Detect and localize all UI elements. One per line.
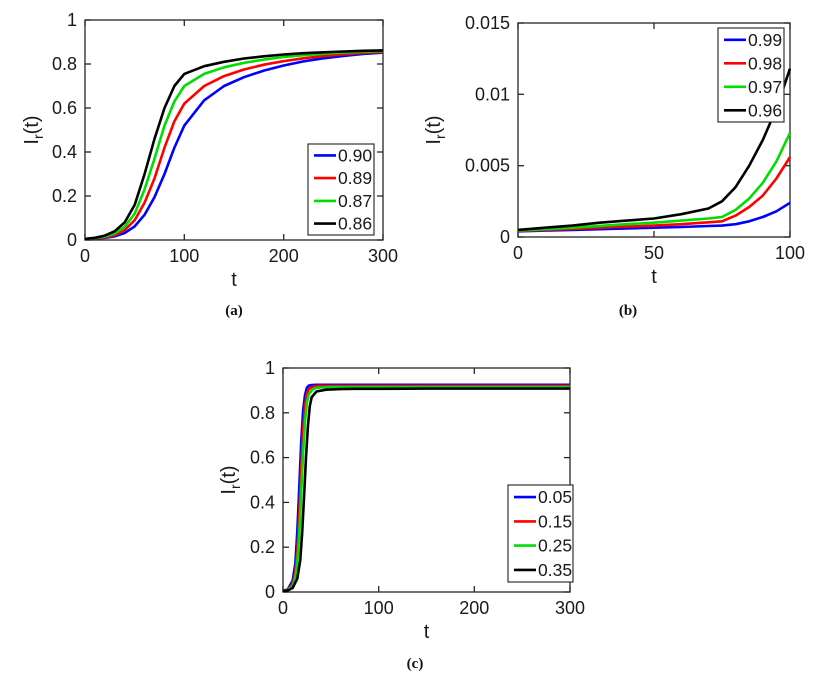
chart-b: 0 50 10000.0050.010.015tIr(t)0.990.980.970…: [423, 13, 805, 288]
y-tick-label: 0.8: [52, 54, 77, 74]
series-line-0.97: [517, 132, 791, 232]
legend-label: 0.99: [748, 30, 782, 50]
series-line-0.86: [84, 49, 384, 241]
y-tick-label: 0.6: [250, 448, 275, 468]
chart-c: 0 100 200 30000.20.40.60.81tIr(t)0.050.150.…: [218, 358, 585, 643]
y-tick-label: 0.2: [250, 537, 275, 557]
y-tick-label: 0.4: [52, 142, 77, 162]
legend-label: 0.15: [538, 511, 572, 531]
caption-b: (b): [618, 303, 638, 319]
legend-label: 0.98: [748, 53, 782, 73]
plot-box: [84, 19, 384, 241]
y-tick-label: 0.015: [465, 13, 510, 33]
legend-box: [307, 143, 375, 236]
x-axis-label: t: [651, 266, 657, 288]
y-tick-label: 1: [67, 10, 77, 30]
legend: 0.99 0.98 0.97 0.96: [717, 27, 785, 123]
legend-label: 0.96: [748, 100, 782, 120]
series-line-0.96: [517, 68, 791, 232]
legend-label: 0.35: [538, 560, 572, 580]
legend: 0.05 0.15 0.25 0.35: [507, 484, 574, 583]
x-tick-label: 100: [364, 598, 394, 618]
x-tick-label: 300: [368, 246, 398, 266]
subplot-a: 0 100 200 300 0 0.2 0.4 0.6 0.8 1 t Ir(t) 0.90 0.89 0.…: [0, 0, 419, 330]
x-tick-label: 200: [269, 246, 299, 266]
y-tick-label: 0: [67, 230, 77, 250]
series-line-0.25: [282, 385, 570, 593]
x-tick-label: 200: [459, 598, 489, 618]
legend-label: 0.25: [538, 536, 572, 556]
series-group: [84, 49, 384, 241]
y-axis-label: Ir(t): [423, 115, 448, 144]
subplot-b: 0 50 100 0 0.005 0.01 0.015 t Ir(t) 0.99 0.98 0.97 0…: [419, 0, 838, 330]
caption-c: (c): [406, 656, 424, 672]
y-tick-label: 0.005: [465, 156, 510, 176]
y-tick-label: 0: [265, 582, 275, 602]
legend-box: [507, 484, 574, 583]
y-tick-label: 0.2: [52, 186, 77, 206]
y-tick-label: 0.01: [475, 84, 510, 104]
caption-a: (a): [225, 303, 243, 319]
legend-label: 0.97: [748, 77, 782, 97]
series-line-0.90: [84, 51, 384, 241]
x-tick-label: 50: [644, 243, 664, 263]
series-group: [517, 68, 791, 233]
y-tick-label: 0.4: [250, 492, 275, 512]
series-group: [282, 383, 570, 593]
y-tick-label: 0.6: [52, 98, 77, 118]
x-tick-label: 100: [775, 243, 805, 263]
legend-label: 0.89: [338, 168, 372, 188]
y-axis-label: Ir(t): [21, 115, 46, 144]
chart-a: 0 100 200 30000.20.40.60.81tIr(t)0.900.890.…: [21, 10, 398, 291]
x-tick-label: 0: [80, 246, 90, 266]
series-line-0.89: [84, 50, 384, 241]
legend-label: 0.90: [338, 145, 372, 165]
series-line-0.98: [517, 156, 791, 233]
x-tick-label: 0: [278, 598, 288, 618]
series-line-0.87: [84, 49, 384, 241]
y-tick-label: 1: [265, 358, 275, 378]
legend-label: 0.87: [338, 191, 372, 211]
x-tick-label: 0: [513, 243, 523, 263]
legend-label: 0.86: [338, 214, 372, 234]
legend-label: 0.05: [538, 487, 572, 507]
x-tick-label: 100: [169, 246, 199, 266]
legend: 0.90 0.89 0.87 0.86: [307, 143, 375, 236]
x-axis-label: t: [231, 269, 237, 291]
plot-box: [282, 367, 571, 593]
subplot-c: 0 100 200 300 0 0.2 0.4 0.6 0.8 1 t Ir(t) 0.05 0.15 0.…: [215, 340, 635, 675]
y-tick-label: 0: [500, 227, 510, 247]
x-tick-label: 300: [555, 598, 585, 618]
x-axis-label: t: [424, 621, 430, 643]
series-line-0.35: [282, 387, 570, 593]
legend-box: [717, 27, 785, 123]
y-axis-label: Ir(t): [218, 465, 243, 494]
y-tick-label: 0.8: [250, 403, 275, 423]
